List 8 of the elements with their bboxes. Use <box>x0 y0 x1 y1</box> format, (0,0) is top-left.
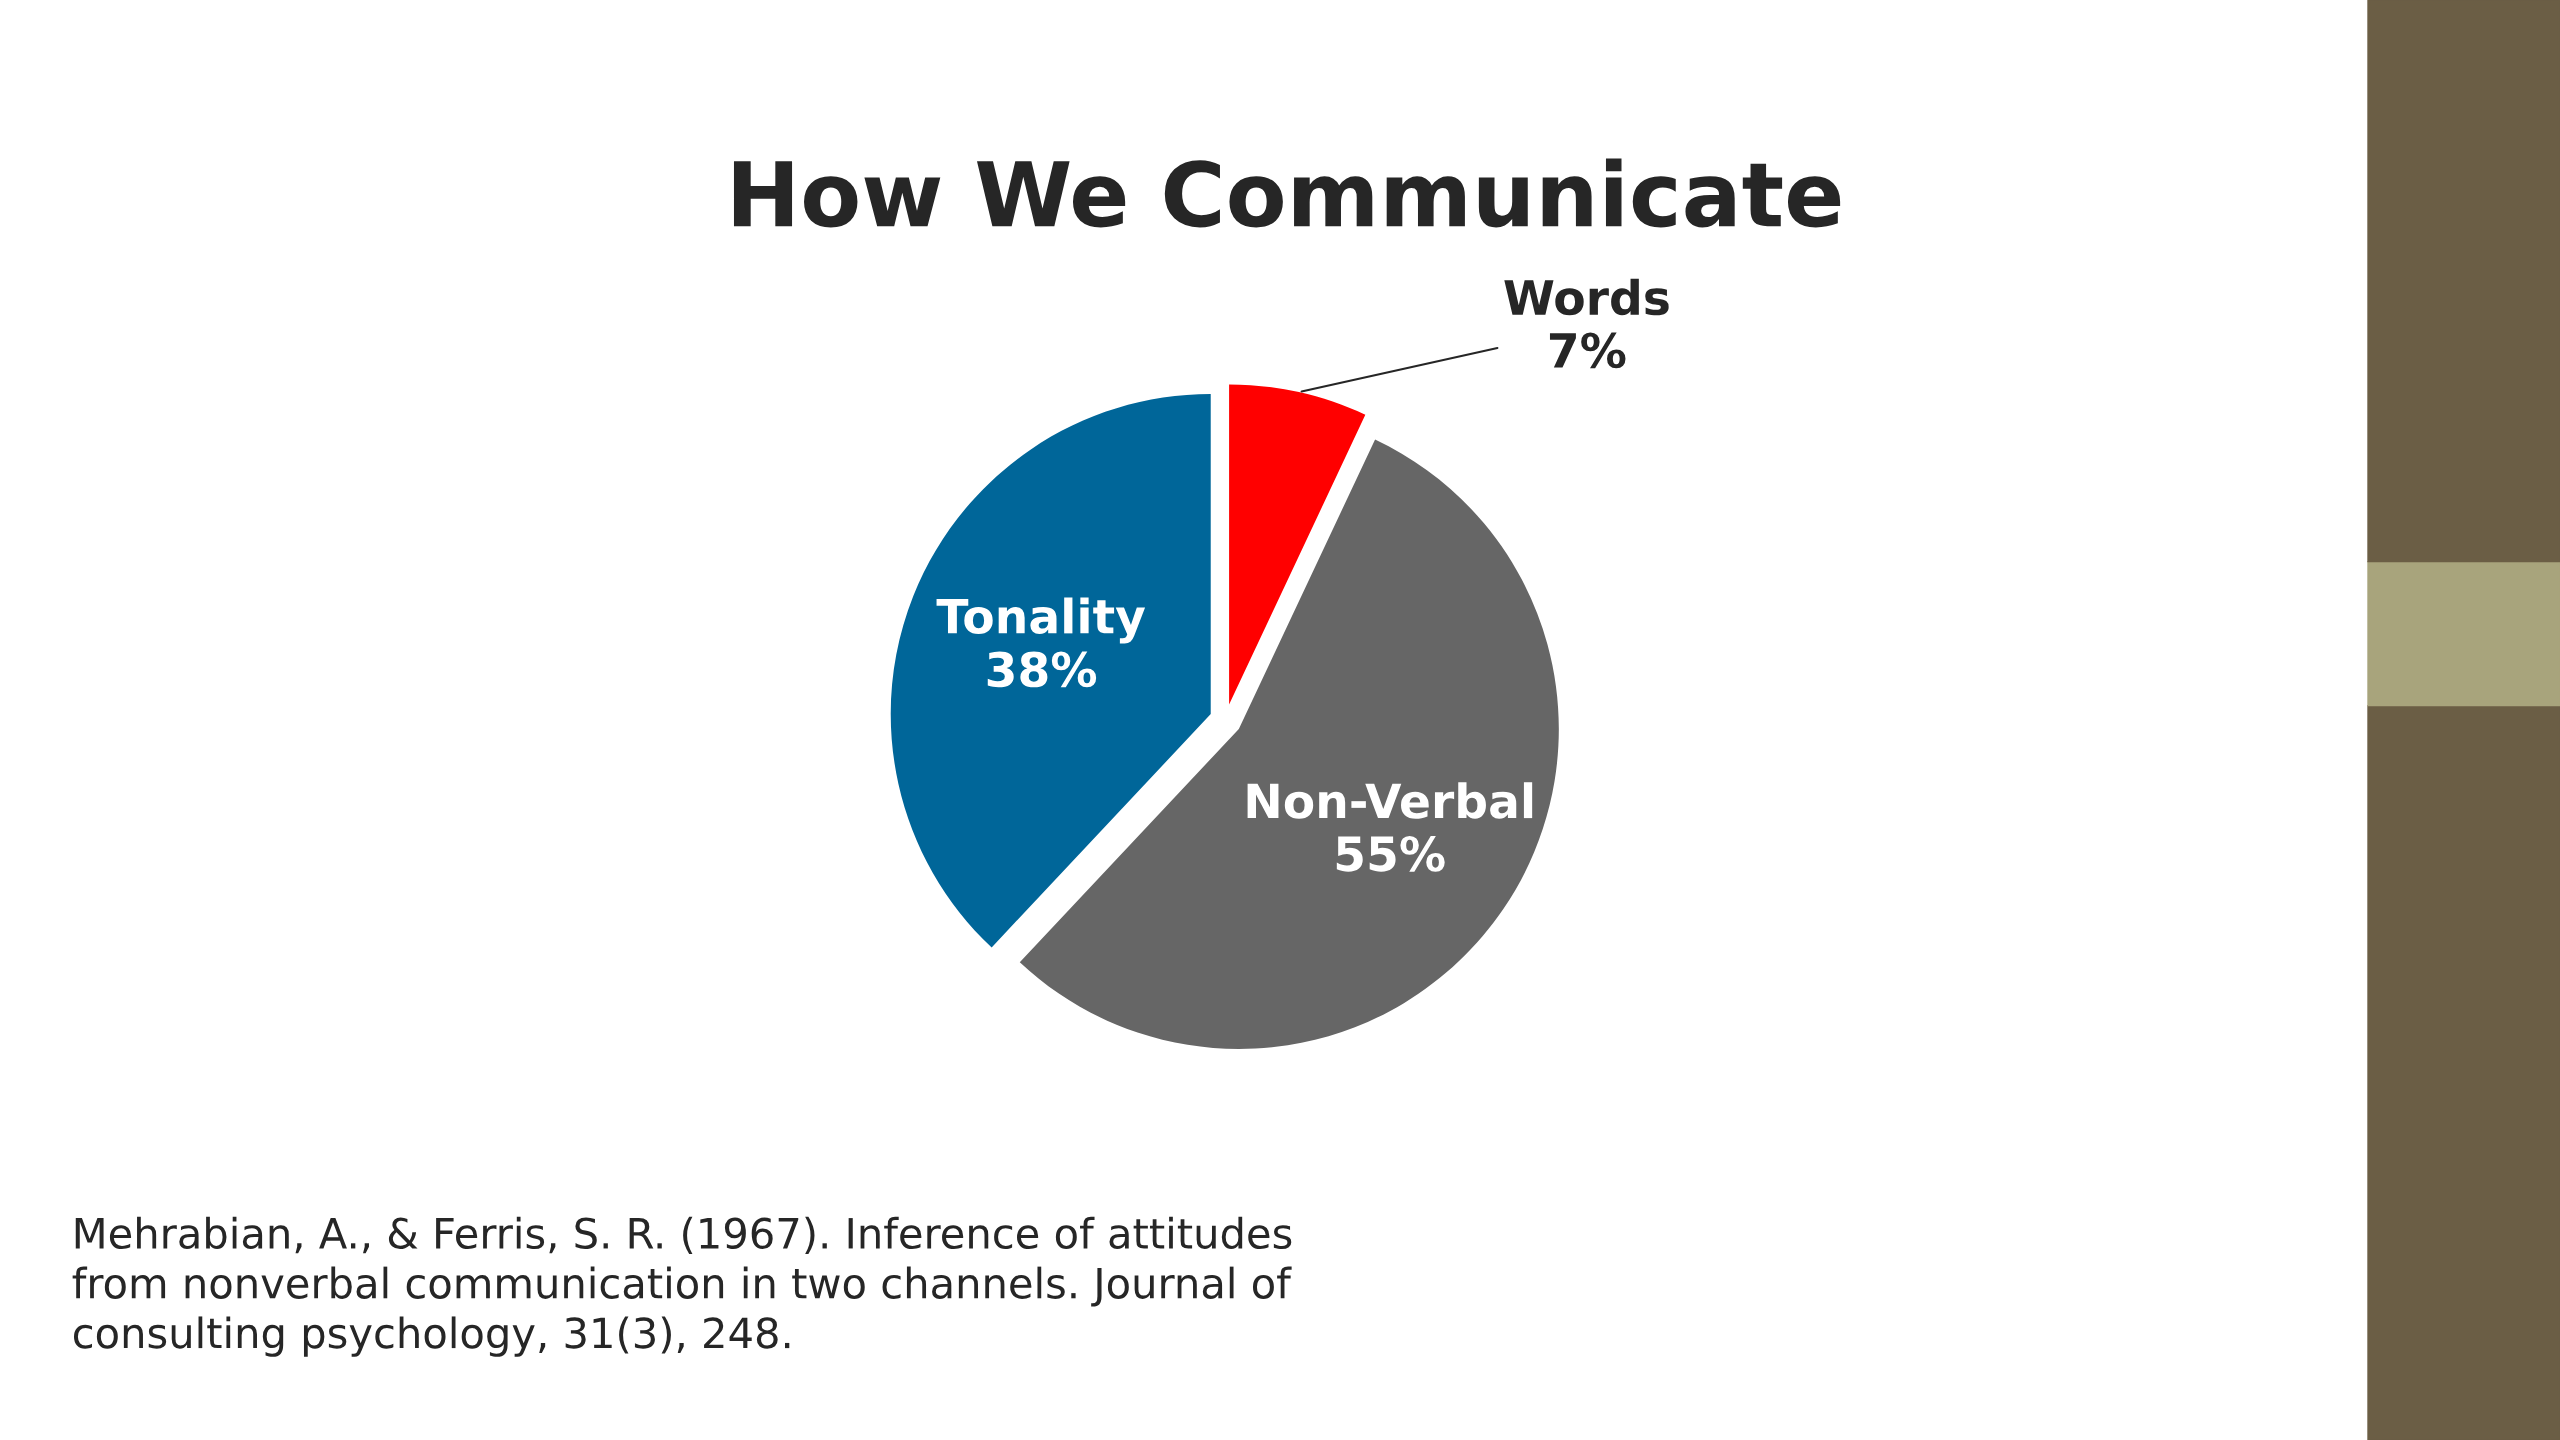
slice-label: Words <box>1504 278 1669 316</box>
data-label: 38% <box>987 651 1097 688</box>
data-label: 55% <box>1336 835 1445 872</box>
chart-title: How We Communicate <box>733 158 1841 228</box>
slice-label: Tonality <box>936 597 1146 644</box>
text: Mehrabian, A., & Ferris, S. R. (1967). Inference of attitudes from nonverbal communication in two channels. Journal of consulting psychology, 31(3), 248. <box>72 1216 1292 1357</box>
data-label: 7% <box>1549 332 1626 369</box>
slice-label: Non-Verbal <box>1247 782 1533 819</box>
